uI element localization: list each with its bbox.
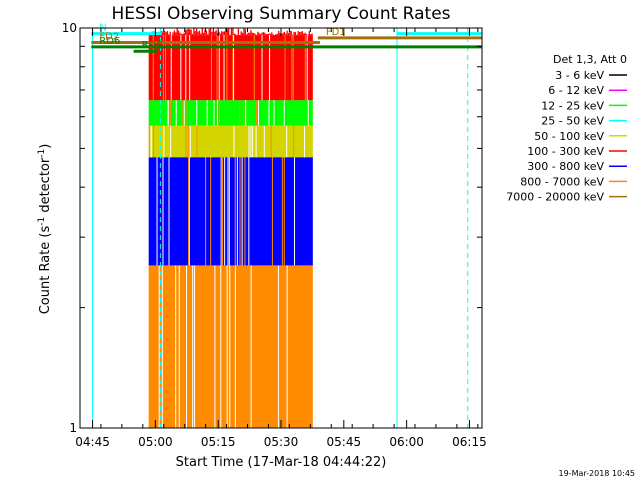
legend: Det 1,3, Att 0 3 - 6 keV 6 - 12 keV 12 - 2… [506,53,627,204]
legend-label-4: 50 - 100 keV [534,130,604,143]
x-tick-label-3: 05:30 [264,435,299,449]
legend-label-3: 25 - 50 keV [541,115,604,128]
flag-label-2: FD1 [326,27,346,38]
band-fill-50 [148,125,313,158]
y-tick-label-0: 1 [69,421,77,435]
y-axis-label-sup2: -1 [37,149,47,158]
legend-label-2: 12 - 25 keV [541,99,604,112]
x-tick-label-5: 06:00 [389,435,424,449]
x-tick-label-1: 05:00 [138,435,173,449]
band-fill-100 [148,35,313,101]
legend-label-0: 3 - 6 keV [555,69,604,82]
flag-label-4: RD6 [99,36,120,47]
legend-label-5: 100 - 300 keV [527,145,604,158]
legend-label-1: 6 - 12 keV [548,84,604,97]
plot-timestamp: 19-Mar-2018 10:45 [559,469,636,478]
y-axis-label-part1: Count Rate (s [38,226,53,315]
x-tick-label-4: 05:45 [327,435,362,449]
y-tick-label-1: 10 [62,21,77,35]
data-layer [148,28,313,428]
y-axis-label-part3: ) [38,144,53,149]
x-tick-label-2: 05:15 [201,435,236,449]
flag-label-3: FD2 [99,31,119,42]
legend-label-6: 300 - 800 keV [527,160,604,173]
flag-label-5: RD6 [142,40,163,51]
legend-label-7: 800 - 7000 keV [520,175,604,188]
y-axis-label: Count Rate (s-1 detector-1) [37,144,53,315]
y-axis-label-part2: detector [38,157,53,217]
x-tick-label-0: 04:45 [75,435,110,449]
legend-title: Det 1,3, Att 0 [553,53,627,66]
x-tick-label-6: 06:15 [452,435,487,449]
band-fill-800 [148,265,313,428]
y-axis-label-sup1: -1 [37,217,47,226]
axis-layer: 04:45 05:00 05:15 05:30 05:45 06:00 06:15 1 10 [62,21,487,449]
legend-label-8: 7000 - 20000 keV [506,191,604,204]
chart-title: HESSI Observing Summary Count Rates [111,4,450,24]
band-fill-12 [148,100,313,126]
band-fill-300 [148,157,313,266]
x-axis-label: Start Time (17-Mar-18 04:44:22) [176,455,387,470]
